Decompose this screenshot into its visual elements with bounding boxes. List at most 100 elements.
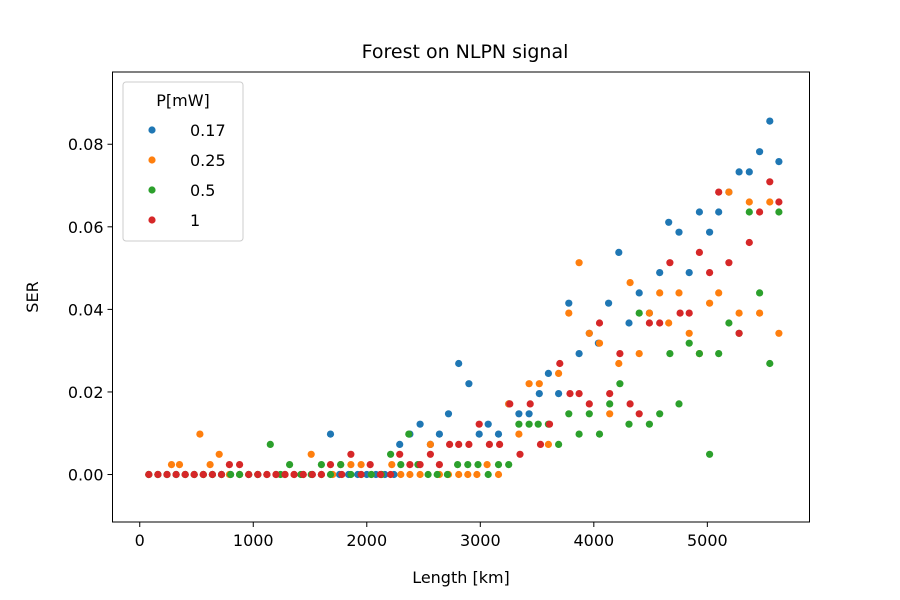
data-point-series-2 (706, 450, 714, 458)
x-tick-label: 2000 (346, 531, 387, 550)
x-axis-label: Length [km] (412, 568, 510, 587)
data-point-series-2 (534, 420, 542, 428)
data-point-series-2 (337, 461, 345, 469)
y-tick-label: 0.08 (68, 135, 104, 154)
data-point-series-3 (465, 440, 473, 448)
data-point-series-2 (347, 470, 355, 479)
data-point-series-3 (145, 470, 153, 479)
data-point-series-0 (416, 420, 424, 428)
data-point-series-3 (556, 359, 564, 368)
plot-frame (112, 71, 810, 523)
data-point-series-3 (272, 470, 280, 479)
data-point-series-3 (616, 350, 624, 358)
data-point-series-2 (606, 400, 614, 408)
y-axis-label: SER (23, 281, 42, 312)
data-point-series-2 (635, 309, 643, 317)
data-point-series-0 (544, 369, 553, 377)
data-point-series-3 (585, 400, 593, 408)
data-point-series-3 (290, 470, 298, 479)
data-point-series-1 (196, 430, 204, 438)
data-point-series-3 (656, 319, 664, 327)
data-point-series-2 (756, 289, 764, 297)
data-point-series-1 (715, 289, 723, 297)
data-point-series-0 (525, 410, 533, 418)
data-point-series-2 (595, 430, 604, 438)
data-point-series-1 (535, 380, 543, 388)
data-point-series-3 (366, 461, 374, 469)
data-point-series-2 (433, 470, 441, 479)
x-tick-label: 0 (135, 531, 145, 550)
data-point-series-0 (455, 359, 463, 368)
data-point-series-3 (190, 470, 198, 479)
y-tick-label: 0.06 (68, 218, 104, 237)
data-point-series-1 (167, 461, 176, 469)
legend-marker-0 (148, 126, 156, 134)
axis-ticks: 0 1000 2000 3000 4000 5000 0.00 0.02 0.04 0.06 0.0… (68, 135, 728, 550)
data-point-series-3 (245, 470, 253, 479)
data-point-series-3 (635, 410, 643, 418)
data-point-series-1 (215, 450, 223, 458)
data-point-series-1 (347, 461, 355, 469)
legend-marker-1 (148, 156, 156, 164)
data-point-series-0 (615, 248, 623, 256)
data-point-series-1 (494, 470, 503, 479)
data-point-series-2 (317, 461, 325, 469)
data-point-series-1 (615, 359, 623, 368)
data-points (145, 117, 783, 479)
data-point-series-3 (326, 461, 335, 469)
data-point-series-0 (745, 168, 753, 176)
data-point-series-3 (208, 470, 216, 479)
data-point-series-1 (416, 470, 424, 479)
data-point-series-1 (455, 470, 463, 479)
data-point-series-2 (555, 440, 563, 448)
data-point-series-1 (685, 329, 693, 337)
legend-entries: 0.17 0.25 0.5 1 (148, 121, 226, 230)
data-point-series-3 (756, 208, 764, 216)
data-point-series-1 (645, 309, 654, 317)
y-tick-label: 0.02 (68, 383, 104, 402)
data-point-series-3 (299, 470, 307, 479)
data-point-series-1 (675, 289, 683, 297)
data-point-series-2 (505, 461, 513, 469)
data-point-series-1 (426, 440, 434, 448)
data-point-series-3 (347, 450, 355, 458)
legend: P[mW] 0.17 0.25 0.5 1 (122, 81, 244, 242)
data-point-series-2 (656, 410, 664, 418)
data-point-series-3 (676, 309, 684, 317)
data-point-series-2 (775, 208, 783, 216)
data-point-series-2 (387, 450, 395, 458)
data-point-series-1 (515, 430, 523, 438)
legend-label-3: 1 (190, 211, 200, 230)
legend-marker-3 (148, 216, 156, 224)
legend-box (122, 81, 244, 242)
data-point-series-2 (525, 420, 533, 428)
data-point-series-1 (525, 380, 533, 388)
data-point-series-3 (263, 470, 271, 479)
data-point-series-1 (775, 329, 783, 337)
data-point-series-3 (376, 470, 384, 479)
data-point-series-3 (357, 470, 365, 479)
data-point-series-1 (473, 470, 481, 479)
data-point-series-0 (715, 208, 723, 216)
data-point-series-3 (595, 319, 604, 327)
data-point-series-3 (626, 400, 634, 408)
data-point-series-2 (405, 430, 413, 438)
data-point-series-3 (695, 248, 704, 256)
data-point-series-1 (206, 461, 214, 469)
x-tick-label: 5000 (687, 531, 728, 550)
data-point-series-2 (715, 350, 723, 358)
data-point-series-3 (317, 470, 325, 479)
data-point-series-3 (163, 470, 171, 479)
data-point-series-3 (706, 269, 714, 277)
data-point-series-1 (464, 470, 472, 479)
data-point-series-0 (635, 289, 643, 297)
data-point-series-1 (575, 259, 583, 267)
data-point-series-2 (443, 470, 451, 479)
data-point-series-2 (585, 410, 593, 418)
data-point-series-0 (756, 148, 764, 156)
data-point-series-0 (555, 390, 563, 398)
data-point-series-3 (485, 440, 493, 448)
data-point-series-0 (675, 228, 683, 236)
legend-label-0: 0.17 (190, 121, 226, 140)
data-point-series-2 (515, 420, 523, 428)
